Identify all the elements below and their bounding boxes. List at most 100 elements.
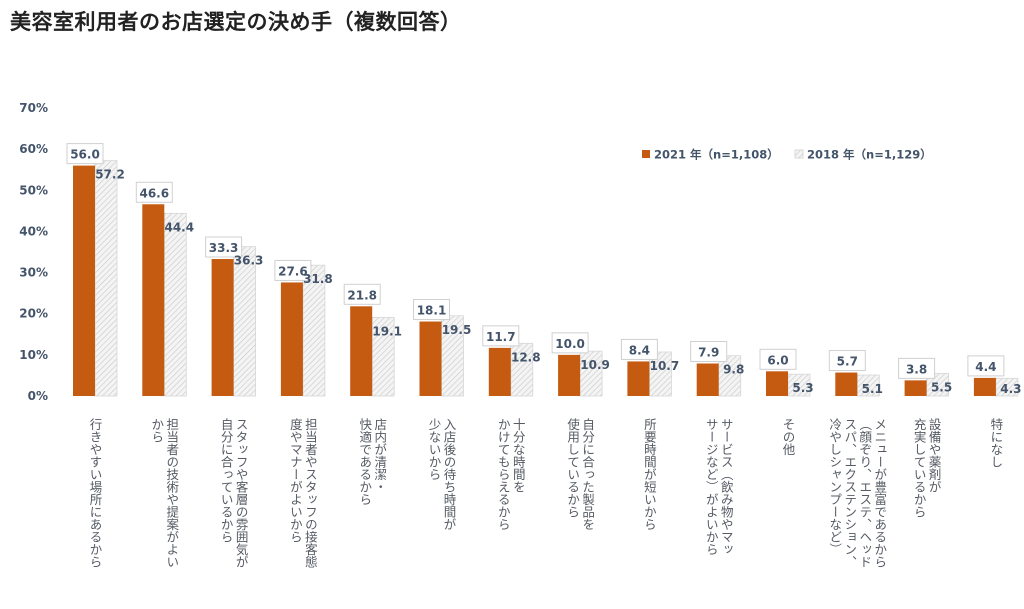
bars <box>73 160 1019 397</box>
data-label-2021: 27.6 <box>278 264 308 278</box>
data-label-2021: 18.1 <box>417 304 447 318</box>
data-label-box-2021 <box>828 350 866 372</box>
data-label-2021: 33.3 <box>209 241 239 255</box>
y-tick-label: 40% <box>19 224 48 238</box>
bar-2021 <box>73 165 95 396</box>
chart-title: 美容室利用者のお店選定の決め手（複数回答） <box>10 10 462 34</box>
category-label: 度やマナーがよいから <box>288 417 303 543</box>
bar-2021 <box>280 282 303 396</box>
data-label-2021: 10.0 <box>555 337 585 351</box>
bar-2021 <box>973 377 996 396</box>
category-label: 十分な時間を <box>511 418 526 493</box>
data-labels: 56.0 57.2 46.6 44.4 33.336.3 27.631.8 21.8 19.1… <box>66 143 1022 396</box>
data-label-2018: 12.8 <box>511 350 541 364</box>
data-label-box-2021 <box>551 332 589 354</box>
bar-2018 <box>163 212 187 397</box>
data-label-2018: 5.3 <box>792 381 813 395</box>
data-label-2018: 36.3 <box>234 254 264 268</box>
data-label-2018: 10.7 <box>650 359 680 373</box>
data-label-2021: 3.8 <box>906 362 927 376</box>
category-label: 店内が清潔・ <box>372 418 387 493</box>
category-label: スパ、エクステンション、 <box>842 418 857 568</box>
data-label-2021: 11.7 <box>486 330 516 344</box>
data-label-2018: 9.8 <box>723 363 744 377</box>
data-label-2018: 19.1 <box>372 324 402 338</box>
data-label-box-2021 <box>66 143 104 165</box>
category-label: 入店後の待ち時間が <box>442 418 457 531</box>
bar-2021 <box>488 347 511 396</box>
data-label-box-2021 <box>413 299 450 321</box>
data-label-2021: 6.0 <box>767 353 788 367</box>
y-tick-label: 60% <box>19 142 48 156</box>
category-label: 担当者の技術や提案がよい <box>164 418 179 568</box>
data-label-box-2021 <box>898 357 936 379</box>
data-label-2018: 5.1 <box>862 382 883 396</box>
y-tick-label: 0% <box>28 389 48 403</box>
data-label-box-2021 <box>620 338 658 360</box>
data-label-2021: 21.8 <box>347 288 377 302</box>
category-label: 自分に合っているから <box>219 418 234 543</box>
category-label: 充実しているから <box>912 417 927 518</box>
legend: 2021 年（n=1,108） 2018 年（n=1,129） <box>642 148 932 162</box>
bar-2021 <box>350 306 373 396</box>
data-label-2018: 44.4 <box>164 220 194 234</box>
category-label: 使用しているから <box>565 417 580 518</box>
legend-swatch-2018 <box>794 149 804 159</box>
legend-label-2021: 2021 年（n=1,108） <box>654 148 779 162</box>
legend-label-2018: 2018 年（n=1,129） <box>807 148 932 162</box>
category-label: から <box>149 418 164 443</box>
data-label-2021: 46.6 <box>139 186 169 200</box>
category-label: サービス（飲み物やマッ <box>719 418 734 556</box>
data-label-box-2021 <box>482 325 520 347</box>
data-label-2018: 57.2 <box>95 168 125 182</box>
category-label: 快適であるから <box>357 418 372 506</box>
bar-2021 <box>696 363 719 396</box>
category-label: 冷やしシャンプーなど） <box>827 418 842 556</box>
category-label: その他 <box>781 418 796 456</box>
data-label-2021: 5.7 <box>837 355 858 369</box>
bar-2021 <box>211 258 234 396</box>
data-label-box-2021 <box>759 348 797 370</box>
category-label: 少ないから <box>427 418 442 481</box>
data-label-box-2021 <box>274 259 312 281</box>
data-label-2018: 5.5 <box>931 380 952 394</box>
bar-2021 <box>419 321 442 396</box>
data-label-box-2021 <box>343 283 381 305</box>
bar-2018 <box>233 246 257 397</box>
data-label-box-2021 <box>967 355 1005 377</box>
y-axis: 0% 10% 20% 30% 40% 50% 60% 70% <box>19 101 48 403</box>
bar-2021 <box>142 204 165 396</box>
category-label: かけてもらえるから <box>496 418 511 531</box>
data-label-2018: 31.8 <box>303 272 333 286</box>
data-label-2021: 4.4 <box>975 360 996 374</box>
data-label-box-2021 <box>135 181 173 203</box>
category-label: 所要時間が短いから <box>642 418 657 531</box>
y-tick-label: 30% <box>19 266 48 280</box>
bar-2021 <box>627 361 650 396</box>
data-label-2018: 4.3 <box>1000 382 1021 396</box>
category-label: 特になし <box>988 417 1003 468</box>
data-label-2021: 8.4 <box>629 343 650 357</box>
bar-2021 <box>558 354 581 396</box>
data-label-2021: 56.0 <box>70 148 100 162</box>
data-label-box-2021 <box>690 340 728 362</box>
legend-swatch-2021 <box>642 150 650 158</box>
data-label-2018: 19.5 <box>442 323 472 337</box>
y-tick-label: 10% <box>19 348 48 362</box>
category-label: 行きやすい場所にあるから <box>88 418 103 568</box>
data-label-2018: 10.9 <box>580 358 610 372</box>
data-label-box-2021 <box>205 236 243 258</box>
bar-2021 <box>904 380 927 396</box>
category-label: 担当者やスタッフの接客態 <box>303 418 318 568</box>
category-label: スタッフや客層の雰囲気が <box>234 418 249 568</box>
data-label-2021: 7.9 <box>698 345 719 359</box>
y-tick-label: 50% <box>19 183 48 197</box>
category-label: 自分に合った製品を <box>580 418 595 531</box>
y-tick-label: 70% <box>19 101 48 115</box>
bar-2018 <box>94 160 118 397</box>
category-label: メニューが豊富であるから <box>872 418 887 568</box>
category-label: サージなど）がよいから <box>704 418 719 556</box>
y-tick-label: 20% <box>19 307 48 321</box>
